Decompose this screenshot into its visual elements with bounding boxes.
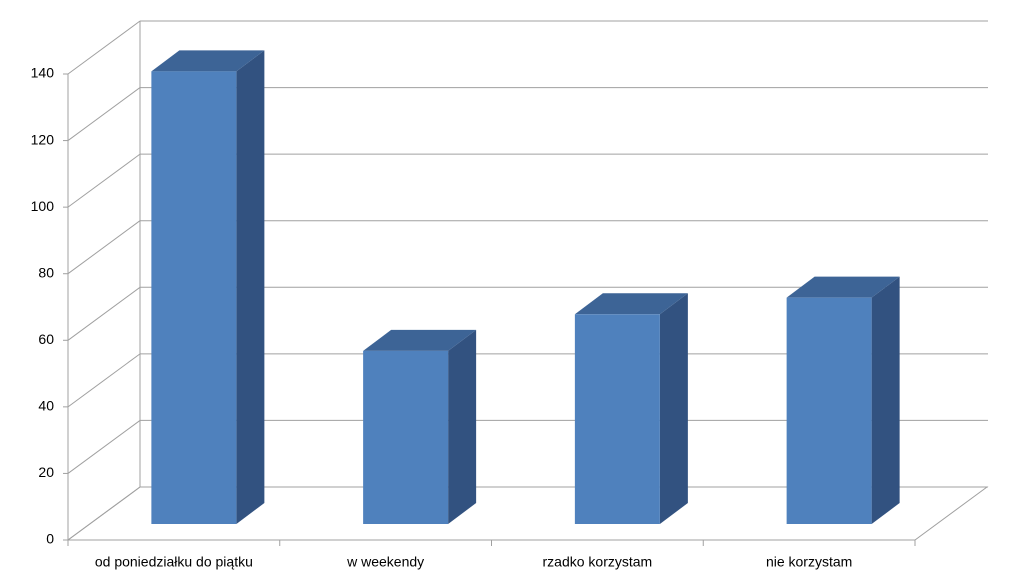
bar-top (363, 329, 477, 351)
bar-top (786, 276, 900, 298)
bar-top (574, 293, 688, 315)
x-tick-label: w weekendy (346, 554, 424, 570)
x-tick-label: nie korzystam (766, 554, 852, 570)
bar (786, 297, 872, 524)
bar (151, 71, 237, 525)
grid-line (67, 20, 141, 75)
bar-side (448, 329, 477, 524)
grid-line (67, 286, 141, 341)
grid-line (67, 420, 141, 474)
bar-side (871, 276, 900, 524)
grid-line (67, 153, 141, 208)
x-tick-label: od poniedziałku do piątku (95, 554, 253, 570)
y-tick-label: 120 (31, 131, 55, 147)
bar (363, 350, 449, 524)
y-tick-label: 140 (31, 65, 55, 81)
grid-line (67, 353, 141, 408)
bar-side (236, 50, 265, 525)
y-tick-label: 0 (46, 531, 54, 547)
bar-side (659, 293, 688, 524)
grid-line (67, 220, 141, 275)
grid-line (67, 87, 141, 141)
x-tick-label: rzadko korzystam (543, 554, 653, 570)
y-tick-label: 100 (31, 198, 55, 214)
bar (574, 314, 660, 524)
grid-line (67, 486, 141, 541)
y-tick-label: 40 (38, 398, 54, 414)
y-tick-label: 60 (38, 331, 54, 347)
bar-top (151, 50, 265, 72)
y-tick-label: 80 (38, 264, 54, 280)
y-tick-label: 20 (38, 464, 54, 480)
